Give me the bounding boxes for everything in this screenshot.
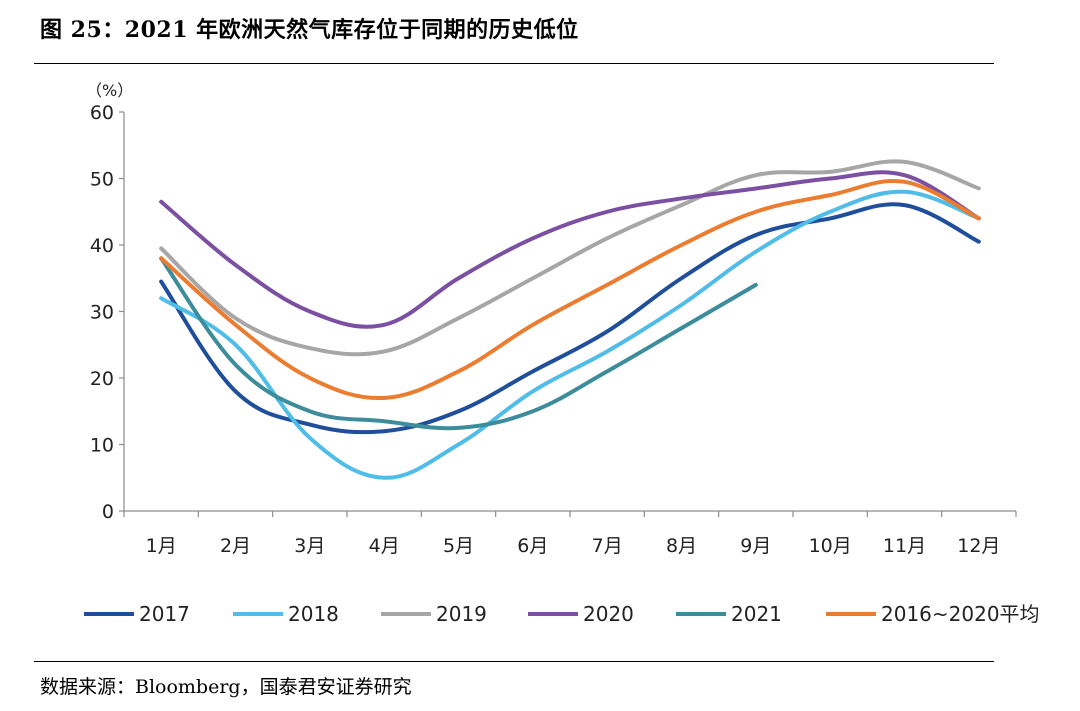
x-tick-label: 9月 xyxy=(740,535,771,557)
series-line-2021 xyxy=(159,256,758,431)
y-tick-label: 50 xyxy=(90,169,114,191)
legend-label: 2021 xyxy=(731,602,782,626)
chart-series-layer xyxy=(159,159,981,480)
legend-label: 2017 xyxy=(139,602,190,626)
series-line-2017 xyxy=(159,202,981,435)
legend-label: 2019 xyxy=(436,602,487,626)
legend-label: 2016~2020平均 xyxy=(881,602,1040,626)
y-tick-label: 60 xyxy=(90,102,114,124)
y-axis-unit-label: （%） xyxy=(86,81,133,100)
y-tick-label: 10 xyxy=(90,435,114,457)
x-tick-label: 6月 xyxy=(517,535,548,557)
legend-label: 2020 xyxy=(583,602,634,626)
x-tick-label: 11月 xyxy=(883,535,926,557)
x-tick-label: 7月 xyxy=(592,535,623,557)
y-tick-label: 20 xyxy=(90,368,114,390)
page-title: 图 25：2021 年欧洲天然气库存位于同期的历史低位 xyxy=(40,17,579,43)
series-line-2019 xyxy=(159,159,981,357)
series-line-2016~2020平均 xyxy=(159,179,981,401)
chart-axes: 0 10 20 30 40 50 60 （%） 1月 2月 3月 4月 5月 6月 7月 8月 9月 10月 11月… xyxy=(86,81,1017,557)
x-tick-label: 2月 xyxy=(220,535,251,557)
series-line-2018 xyxy=(159,189,981,480)
top-divider xyxy=(34,63,994,64)
x-tick-label: 10月 xyxy=(809,535,852,557)
legend-label: 2018 xyxy=(288,602,339,626)
source-note: 数据来源：Bloomberg，国泰君安证券研究 xyxy=(40,676,412,698)
y-tick-label: 40 xyxy=(90,235,114,257)
x-tick-label: 8月 xyxy=(666,535,697,557)
x-tick-label: 1月 xyxy=(146,535,177,557)
bottom-divider xyxy=(34,661,994,662)
x-tick-label: 5月 xyxy=(443,535,474,557)
series-line-2020 xyxy=(159,170,981,329)
chart-legend: 2017 2018 2019 2020 2021 2016~2020平均 xyxy=(84,602,1040,626)
x-tick-label: 4月 xyxy=(369,535,400,557)
x-tick-label: 12月 xyxy=(957,535,1000,557)
y-tick-label: 0 xyxy=(102,501,114,523)
y-tick-label: 30 xyxy=(90,302,114,324)
x-tick-label: 3月 xyxy=(294,535,325,557)
